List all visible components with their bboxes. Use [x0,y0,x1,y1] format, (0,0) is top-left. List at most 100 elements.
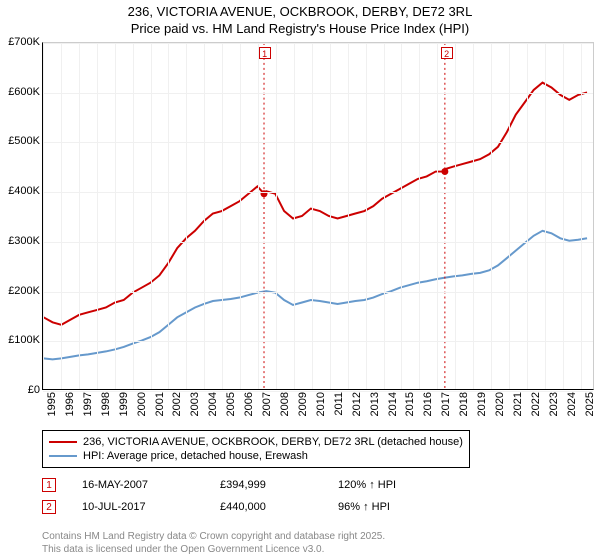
x-tick-label: 2017 [440,392,452,416]
footer-line1: Contains HM Land Registry data © Crown c… [42,531,385,544]
gridline-h [43,242,593,243]
x-tick-label: 1998 [100,392,112,416]
legend-swatch-hpi [49,455,77,457]
x-tick-label: 2000 [136,392,148,416]
x-tick-label: 2010 [315,392,327,416]
gridline-h [43,341,593,342]
sale-row-2: 2 10-JUL-2017 £440,000 96% ↑ HPI [42,500,438,514]
legend-label-hpi: HPI: Average price, detached house, Erew… [83,450,308,462]
x-tick-label: 2007 [261,392,273,416]
x-tick-label: 1999 [118,392,130,416]
legend-label-property: 236, VICTORIA AVENUE, OCKBROOK, DERBY, D… [83,436,463,448]
gridline-v [240,43,241,389]
y-tick-label: £300K [2,235,40,247]
x-tick-label: 2019 [476,392,488,416]
sale-hpi-1: 120% ↑ HPI [338,479,438,491]
gridline-v [276,43,277,389]
gridline-h [43,93,593,94]
legend-item-property: 236, VICTORIA AVENUE, OCKBROOK, DERBY, D… [49,435,463,449]
x-tick-label: 2004 [207,392,219,416]
sale-hpi-2: 96% ↑ HPI [338,501,438,513]
title-line1: 236, VICTORIA AVENUE, OCKBROOK, DERBY, D… [0,4,600,21]
gridline-h [43,43,593,44]
gridline-v [437,43,438,389]
plot-area: 12 [42,42,594,390]
x-tick-label: 2003 [189,392,201,416]
gridline-v [312,43,313,389]
gridline-v [366,43,367,389]
gridline-v [563,43,564,389]
footer-line2: This data is licensed under the Open Gov… [42,544,385,557]
gridline-v [527,43,528,389]
sale-date-2: 10-JUL-2017 [82,501,212,513]
chart-title: 236, VICTORIA AVENUE, OCKBROOK, DERBY, D… [0,0,600,38]
x-tick-label: 2023 [548,392,560,416]
gridline-v [509,43,510,389]
sale-row-1: 1 16-MAY-2007 £394,999 120% ↑ HPI [42,478,438,492]
legend-swatch-property [49,441,77,443]
x-tick-label: 2006 [243,392,255,416]
x-tick-label: 2016 [422,392,434,416]
gridline-v [348,43,349,389]
sale-date-1: 16-MAY-2007 [82,479,212,491]
sale-marker-1: 1 [42,478,56,492]
gridline-v [473,43,474,389]
y-tick-label: £700K [2,36,40,48]
gridline-v [455,43,456,389]
x-tick-label: 1995 [46,392,58,416]
gridline-v [491,43,492,389]
gridline-v [168,43,169,389]
gridline-v [133,43,134,389]
x-tick-label: 2014 [387,392,399,416]
gridline-v [79,43,80,389]
x-tick-label: 2024 [566,392,578,416]
gridline-v [384,43,385,389]
series-line-property [44,83,587,325]
series-line-hpi [44,231,587,360]
x-tick-label: 2020 [494,392,506,416]
legend: 236, VICTORIA AVENUE, OCKBROOK, DERBY, D… [42,430,470,468]
gridline-v [186,43,187,389]
gridline-v [43,43,44,389]
x-tick-label: 2011 [333,392,345,416]
title-line2: Price paid vs. HM Land Registry's House … [0,21,600,38]
gridline-v [294,43,295,389]
legend-item-hpi: HPI: Average price, detached house, Erew… [49,449,463,463]
gridline-v [204,43,205,389]
line-chart-svg [43,43,593,389]
y-tick-label: £0 [2,384,40,396]
x-tick-label: 2025 [584,392,596,416]
x-tick-label: 2012 [351,392,363,416]
x-tick-label: 1997 [82,392,94,416]
gridline-h [43,142,593,143]
x-tick-label: 2005 [225,392,237,416]
x-tick-label: 2013 [369,392,381,416]
gridline-v [115,43,116,389]
footer: Contains HM Land Registry data © Crown c… [42,531,385,556]
gridline-v [401,43,402,389]
x-tick-label: 2002 [171,392,183,416]
x-tick-label: 2008 [279,392,291,416]
sale-marker-box-1: 1 [259,47,271,59]
gridline-v [222,43,223,389]
gridline-v [545,43,546,389]
sale-price-2: £440,000 [220,501,330,513]
x-tick-label: 2001 [154,392,166,416]
gridline-v [151,43,152,389]
sale-marker-box-2: 2 [441,47,453,59]
y-tick-label: £400K [2,185,40,197]
gridline-v [330,43,331,389]
gridline-v [419,43,420,389]
gridline-v [97,43,98,389]
x-tick-label: 2015 [404,392,416,416]
chart-container: 236, VICTORIA AVENUE, OCKBROOK, DERBY, D… [0,0,600,560]
x-tick-label: 1996 [64,392,76,416]
gridline-v [61,43,62,389]
x-tick-label: 2018 [458,392,470,416]
sale-marker-2: 2 [42,500,56,514]
x-tick-label: 2021 [512,392,524,416]
gridline-v [581,43,582,389]
x-tick-label: 2009 [297,392,309,416]
gridline-h [43,292,593,293]
sale-marker-dot-2 [441,168,448,175]
